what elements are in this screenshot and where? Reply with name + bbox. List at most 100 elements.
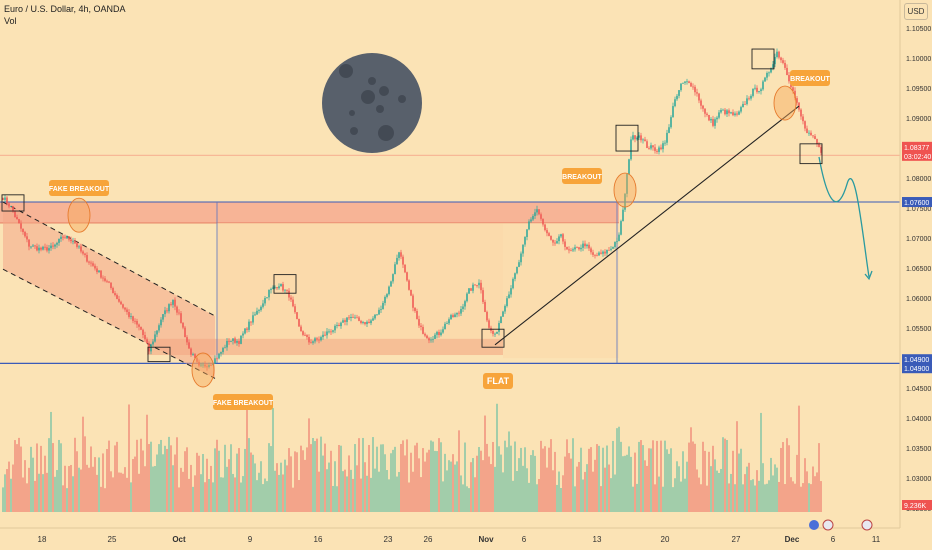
volume-bar [70,464,72,512]
volume-bar [650,448,652,512]
candle-body [570,250,572,252]
volume-bar [14,440,16,512]
volume-bar [804,458,806,512]
candle-body [780,57,782,61]
candle-body [712,118,714,126]
volume-bar [612,440,614,512]
candle-body [510,288,512,295]
volume-bar [246,409,248,512]
candle-body [36,246,38,251]
volume-bar [122,473,124,512]
last-price-badge-bg [902,141,932,152]
candle-body [384,296,386,303]
volume-bar [386,470,388,512]
time-tick-label: 18 [38,535,47,544]
volume-bar [8,461,10,512]
volume-bar [514,441,516,512]
volume-bar [534,455,536,512]
volume-bar [778,481,780,512]
volume-bar [140,438,142,512]
volume-bar [728,483,730,512]
volume-bar [136,439,138,512]
moon-crater [368,77,376,85]
candle-body [454,314,456,318]
candle-body [358,317,360,321]
volume-bar [678,466,680,512]
candle-body [80,246,82,252]
volume-bar [522,465,524,512]
volume-bar [218,450,220,512]
volume-bar [228,459,230,512]
candle-body [692,86,694,88]
candle-body [382,302,384,310]
candle-body [696,92,698,94]
candle-body [658,147,660,152]
candle-body [16,217,18,220]
candle-body [462,306,464,310]
lightning-icon [809,520,819,530]
volume-bar [702,441,704,512]
volume-bar [310,444,312,512]
candle-body [68,236,70,240]
candle-body [552,239,554,243]
volume-bar [508,431,510,512]
candle-body [482,290,484,302]
volume-bar [634,452,636,512]
volume-bar [566,439,568,512]
candle-body [726,110,728,115]
volume-bar [690,427,692,512]
volume-bar [148,444,150,512]
candle-body [420,325,422,327]
candle-body [368,321,370,324]
candle-body [248,321,250,330]
volume-bar [764,484,766,512]
candle-body [4,197,6,200]
candle-body [340,322,342,327]
volume-bar [808,483,810,512]
volume-bar [354,444,356,512]
candle-body [316,338,318,340]
candle-body [676,95,678,100]
volume-bar [676,461,678,512]
volume-bar [402,440,404,512]
volume-bar [300,445,302,512]
highlight-box [799,143,823,165]
volume-bar [222,477,224,512]
candle-body [362,322,364,323]
volume-bar [4,474,6,512]
volume-bar [812,466,814,512]
candle-body [332,330,334,332]
volume-bar [602,447,604,512]
candle-body [392,274,394,282]
candle-body [460,309,462,314]
volume-bar [818,443,820,512]
candle-body [686,81,688,83]
volume-bar [182,471,184,512]
candle-body [816,139,818,144]
volume-bar [184,451,186,512]
volume-bar [640,440,642,512]
volume-bar [106,449,108,512]
highlight-circle [67,197,91,233]
volume-bar [168,436,170,512]
candle-body [546,230,548,234]
volume-bar [672,487,674,512]
candle-body [458,312,460,314]
candle-body [422,326,424,334]
volume-bar [138,473,140,512]
volume-bar [394,446,396,512]
currency-button[interactable]: USD [904,3,928,20]
candle-body [456,312,458,315]
volume-bar [630,456,632,512]
candle-body [2,198,4,200]
volume-bar [256,480,258,512]
candle-body [32,245,34,247]
candle-body [250,321,252,323]
volume-bar [64,465,66,512]
volume-bar [472,458,474,512]
candle-body [714,119,716,126]
candle-body [778,51,780,58]
volume-bar [56,470,58,512]
candle-body [620,221,622,235]
candle-body [268,289,270,298]
